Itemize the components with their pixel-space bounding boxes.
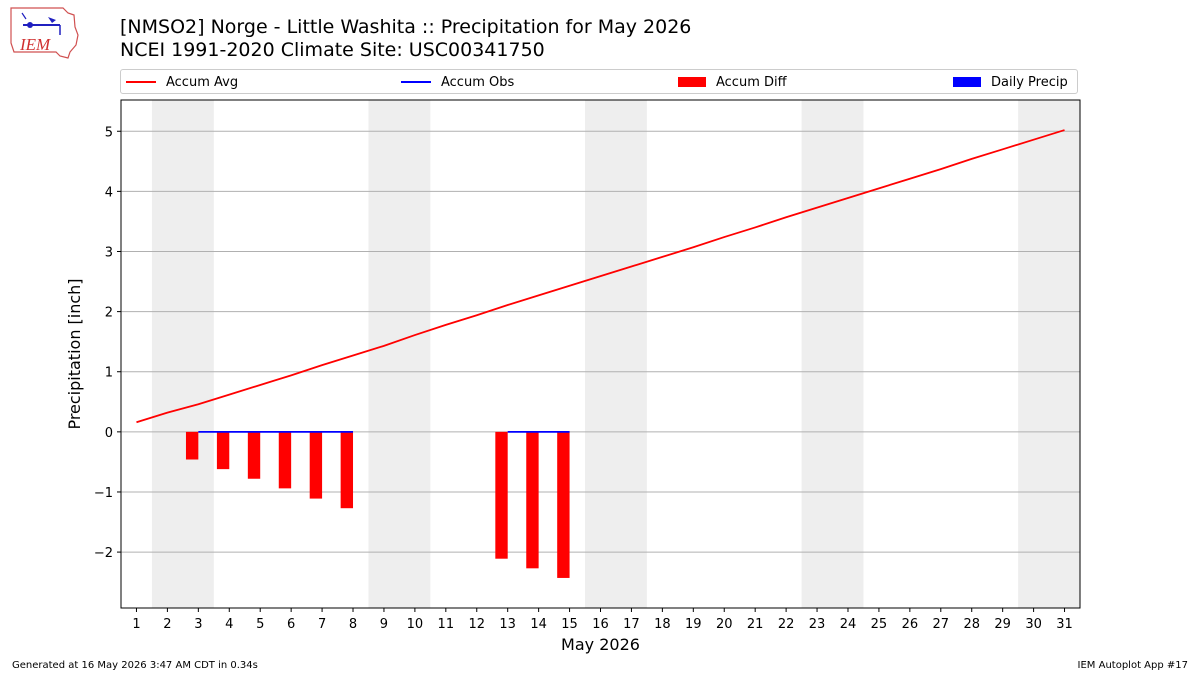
x-tick-label: 2: [163, 617, 171, 632]
y-tick-label: −2: [94, 546, 113, 561]
x-tick-label: 3: [194, 617, 202, 632]
legend-item-accum-obs: Accum Obs: [401, 73, 514, 91]
y-tick-label: 5: [105, 125, 113, 140]
accum-diff-bar: [247, 431, 261, 479]
x-tick-label: 14: [530, 617, 547, 632]
legend-item-accum-avg: Accum Avg: [126, 73, 238, 91]
accum-diff-bar: [216, 431, 230, 470]
x-tick-label: 31: [1056, 617, 1073, 632]
legend-label: Accum Diff: [716, 74, 787, 90]
x-tick-label: 15: [561, 617, 578, 632]
x-tick-label: 7: [318, 617, 326, 632]
x-tick-label: 22: [778, 617, 795, 632]
logo-text: IEM: [19, 35, 51, 54]
accum-avg-line: [136, 129, 1065, 424]
legend-label: Accum Avg: [166, 74, 239, 90]
x-tick-label: 10: [407, 617, 424, 632]
footer-app: IEM Autoplot App #17: [1077, 660, 1188, 671]
footer-generated: Generated at 16 May 2026 3:47 AM CDT in …: [12, 660, 258, 671]
x-tick-label: 4: [225, 617, 233, 632]
x-tick-label: 13: [499, 617, 516, 632]
x-tick-label: 16: [592, 617, 609, 632]
x-tick-label: 19: [685, 617, 702, 632]
iem-logo-icon: IEM: [10, 7, 79, 59]
x-tick-label: 6: [287, 617, 295, 632]
legend-item-daily-precip: Daily Precip: [953, 73, 1068, 91]
title-line-1: [NMSO2] Norge - Little Washita :: Precip…: [120, 16, 692, 38]
weekend-band: [585, 100, 647, 608]
y-tick-label: −1: [94, 486, 113, 501]
x-axis-label: May 2026: [561, 635, 640, 654]
x-tick-label: 1: [132, 617, 140, 632]
weekend-band: [1018, 100, 1080, 608]
legend-label: Accum Obs: [441, 74, 515, 90]
accum-diff-bar: [526, 431, 539, 569]
x-tick-label: 29: [994, 617, 1011, 632]
accum-diff-bar: [185, 431, 199, 460]
x-tick-label: 17: [623, 617, 640, 632]
x-tick-label: 5: [256, 617, 264, 632]
weekend-band: [801, 100, 864, 608]
x-tick-label: 9: [380, 617, 388, 632]
x-tick-label: 25: [871, 617, 888, 632]
accum-diff-bar: [340, 431, 354, 509]
y-tick-label: 1: [105, 366, 113, 381]
legend-swatch: [953, 77, 981, 87]
x-tick-label: 30: [1025, 617, 1042, 632]
y-tick-label: 4: [105, 185, 113, 200]
weekend-band: [151, 100, 214, 608]
x-tick-label: 11: [438, 617, 455, 632]
x-tick-label: 27: [933, 617, 950, 632]
y-tick-label: 2: [105, 306, 113, 321]
legend: Accum Avg Accum Obs Accum Diff Daily Pre…: [120, 69, 1078, 94]
x-tick-label: 8: [349, 617, 357, 632]
x-tick-label: 21: [747, 617, 764, 632]
x-tick-label: 24: [840, 617, 857, 632]
x-tick-label: 23: [809, 617, 826, 632]
legend-swatch: [401, 81, 431, 83]
chart-title: [NMSO2] Norge - Little Washita :: Precip…: [120, 16, 691, 62]
accum-diff-bar: [557, 431, 570, 578]
legend-label: Daily Precip: [991, 74, 1068, 90]
x-tick-label: 28: [963, 617, 980, 632]
x-tick-label: 18: [654, 617, 671, 632]
accum-diff-bar: [278, 431, 292, 489]
plot-frame: [120, 99, 1081, 609]
x-tick-label: 12: [468, 617, 485, 632]
legend-item-accum-diff: Accum Diff: [678, 73, 787, 91]
y-tick-label: 0: [105, 426, 113, 441]
x-tick-label: 26: [902, 617, 919, 632]
y-axis-label: Precipitation [inch]: [65, 278, 84, 429]
weekend-band: [368, 100, 431, 608]
y-tick-label: 3: [105, 245, 113, 260]
x-tick-label: 20: [716, 617, 733, 632]
accum-diff-bar: [495, 431, 508, 559]
legend-swatch: [678, 77, 706, 87]
accum-diff-bar: [309, 431, 323, 499]
legend-swatch: [126, 81, 156, 83]
title-line-2: NCEI 1991-2020 Climate Site: USC00341750: [120, 39, 545, 61]
